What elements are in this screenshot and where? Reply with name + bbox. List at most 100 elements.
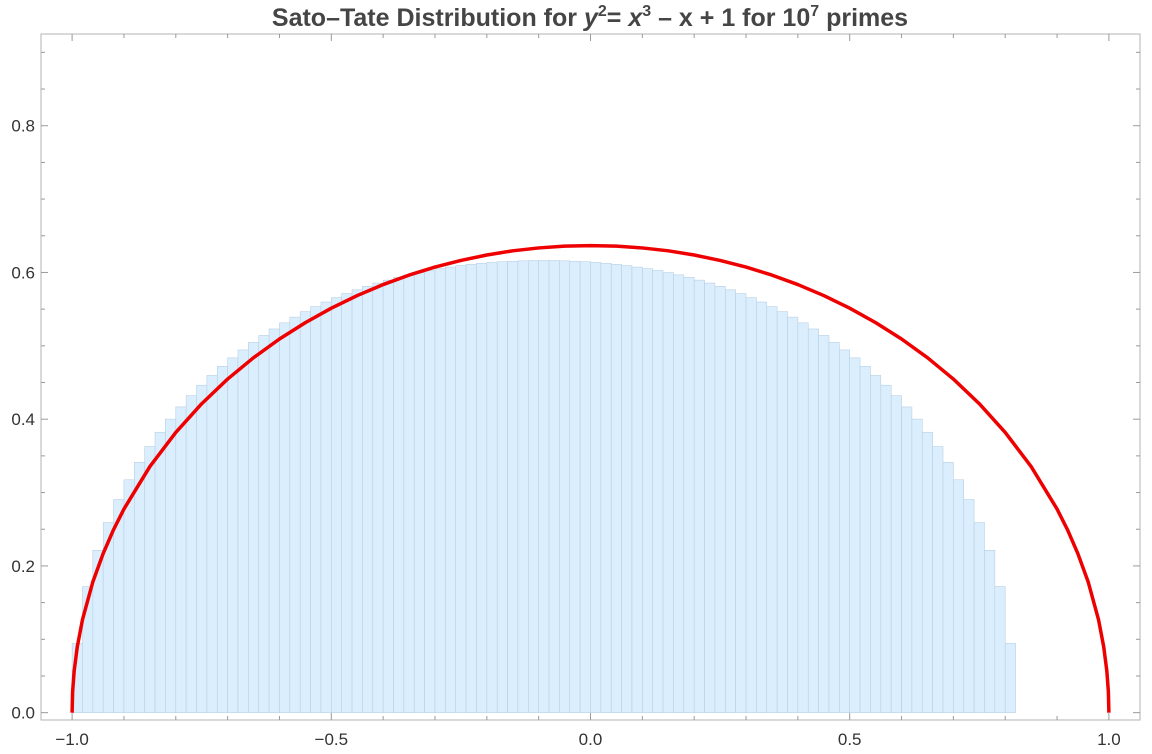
histogram-bar [911, 418, 923, 713]
histogram-bar [372, 282, 384, 713]
histogram-bar [196, 384, 208, 713]
x-tick-label: 1.0 [1097, 730, 1121, 749]
histogram-bar [216, 366, 228, 713]
x-tick-label: −1.0 [55, 730, 89, 749]
histogram-bar [424, 270, 436, 713]
histogram-bar [362, 286, 374, 713]
histogram-bar [621, 265, 633, 713]
title-middle: – x + 1 for 10 [651, 4, 810, 32]
histogram-bar [548, 260, 560, 713]
histogram-bar [590, 262, 602, 713]
histogram-bar [341, 293, 353, 713]
title-y-exp: 2 [598, 3, 607, 20]
histogram-bar [279, 322, 291, 713]
histogram-bar [963, 499, 975, 713]
histogram-bar [932, 446, 944, 713]
x-tick-label: −0.5 [315, 730, 349, 749]
histogram-bar [175, 406, 187, 713]
histogram-bar [797, 322, 809, 713]
histogram-bar [351, 289, 363, 713]
histogram-bar [403, 274, 415, 713]
histogram-bar [289, 316, 301, 713]
title-x-exp: 3 [642, 3, 651, 20]
y-tick-label: 0.0 [11, 704, 35, 723]
histogram-bar [745, 297, 757, 713]
sato-tate-curve [70, 243, 1111, 713]
histogram-bar [600, 263, 612, 713]
histogram-bar [496, 261, 508, 713]
histogram-bar [890, 395, 902, 713]
histogram-bar [113, 499, 125, 713]
histogram-bar [870, 375, 882, 713]
sato-tate-curve-layer [70, 243, 1111, 713]
histogram-bars [71, 260, 1016, 713]
histogram-bar [818, 335, 830, 713]
histogram-bar [455, 265, 467, 713]
title-suffix: primes [819, 4, 908, 32]
histogram-bar [984, 549, 996, 713]
histogram-bar [299, 311, 311, 713]
histogram-bar [185, 395, 197, 713]
histogram-bar [714, 286, 726, 713]
histogram-bar [921, 431, 933, 713]
histogram-bar [973, 522, 985, 713]
histogram-bar [476, 263, 488, 713]
y-tick-label: 0.4 [11, 410, 35, 429]
histogram-bar [434, 268, 446, 713]
histogram-bar [849, 357, 861, 713]
histogram-bar [310, 306, 322, 713]
histogram-bar [776, 311, 788, 713]
histogram-bar [331, 297, 342, 713]
histogram-bar [559, 260, 571, 713]
histogram-bar [942, 462, 954, 713]
histogram-bar [227, 357, 239, 713]
histogram-bar [517, 260, 529, 713]
histogram-bar [693, 279, 705, 713]
histogram-bar [704, 282, 716, 713]
axis-ticks [41, 34, 1140, 720]
x-tick-label: 0.5 [838, 730, 862, 749]
histogram-bar [859, 366, 871, 713]
histogram-bar [828, 342, 840, 713]
histogram-bar [610, 264, 622, 713]
axis-tick-labels: −1.0 −0.5 0.0 0.5 1.0 0.0 0.2 0.4 0.6 0.8 [11, 117, 1120, 749]
histogram-bar [880, 384, 892, 713]
title-equals: = [607, 4, 629, 32]
histogram-bar [953, 479, 965, 713]
title-x-var: x [626, 4, 643, 32]
histogram-bar [994, 586, 1006, 713]
histogram-bar [144, 446, 156, 713]
histogram-bar [735, 293, 747, 713]
chart-title: Sato–Tate Distribution for y2= x3 – x + … [272, 3, 908, 32]
histogram-bar [756, 301, 768, 713]
title-y-var: y [582, 4, 599, 32]
title-prefix: Sato–Tate Distribution for [272, 4, 584, 32]
histogram-bar [445, 266, 457, 713]
histogram-bar [631, 266, 643, 713]
histogram-bar [787, 316, 799, 713]
histogram-bar [154, 431, 166, 713]
histogram-bar [642, 268, 654, 713]
y-tick-label: 0.2 [11, 557, 35, 576]
histogram-bar [683, 277, 695, 713]
histogram-bar [465, 264, 477, 713]
histogram-bar [123, 479, 135, 713]
histogram-bar [673, 274, 685, 713]
histogram-bar [206, 375, 218, 713]
histogram-bar [248, 342, 260, 713]
histogram-bar [413, 272, 425, 713]
histogram-bar [766, 306, 778, 713]
histogram-bar [320, 301, 332, 713]
histogram-bar [258, 335, 270, 713]
histogram-bar [237, 349, 249, 713]
histogram-bar [901, 406, 913, 713]
histogram-bar [393, 277, 405, 713]
y-tick-label: 0.8 [11, 117, 35, 136]
histogram-bar [486, 262, 498, 713]
histogram-bar [538, 260, 550, 713]
histogram-bar [662, 272, 674, 713]
histogram-bar [807, 328, 819, 713]
histogram-bar [652, 270, 664, 713]
x-tick-label: 0.0 [579, 730, 603, 749]
